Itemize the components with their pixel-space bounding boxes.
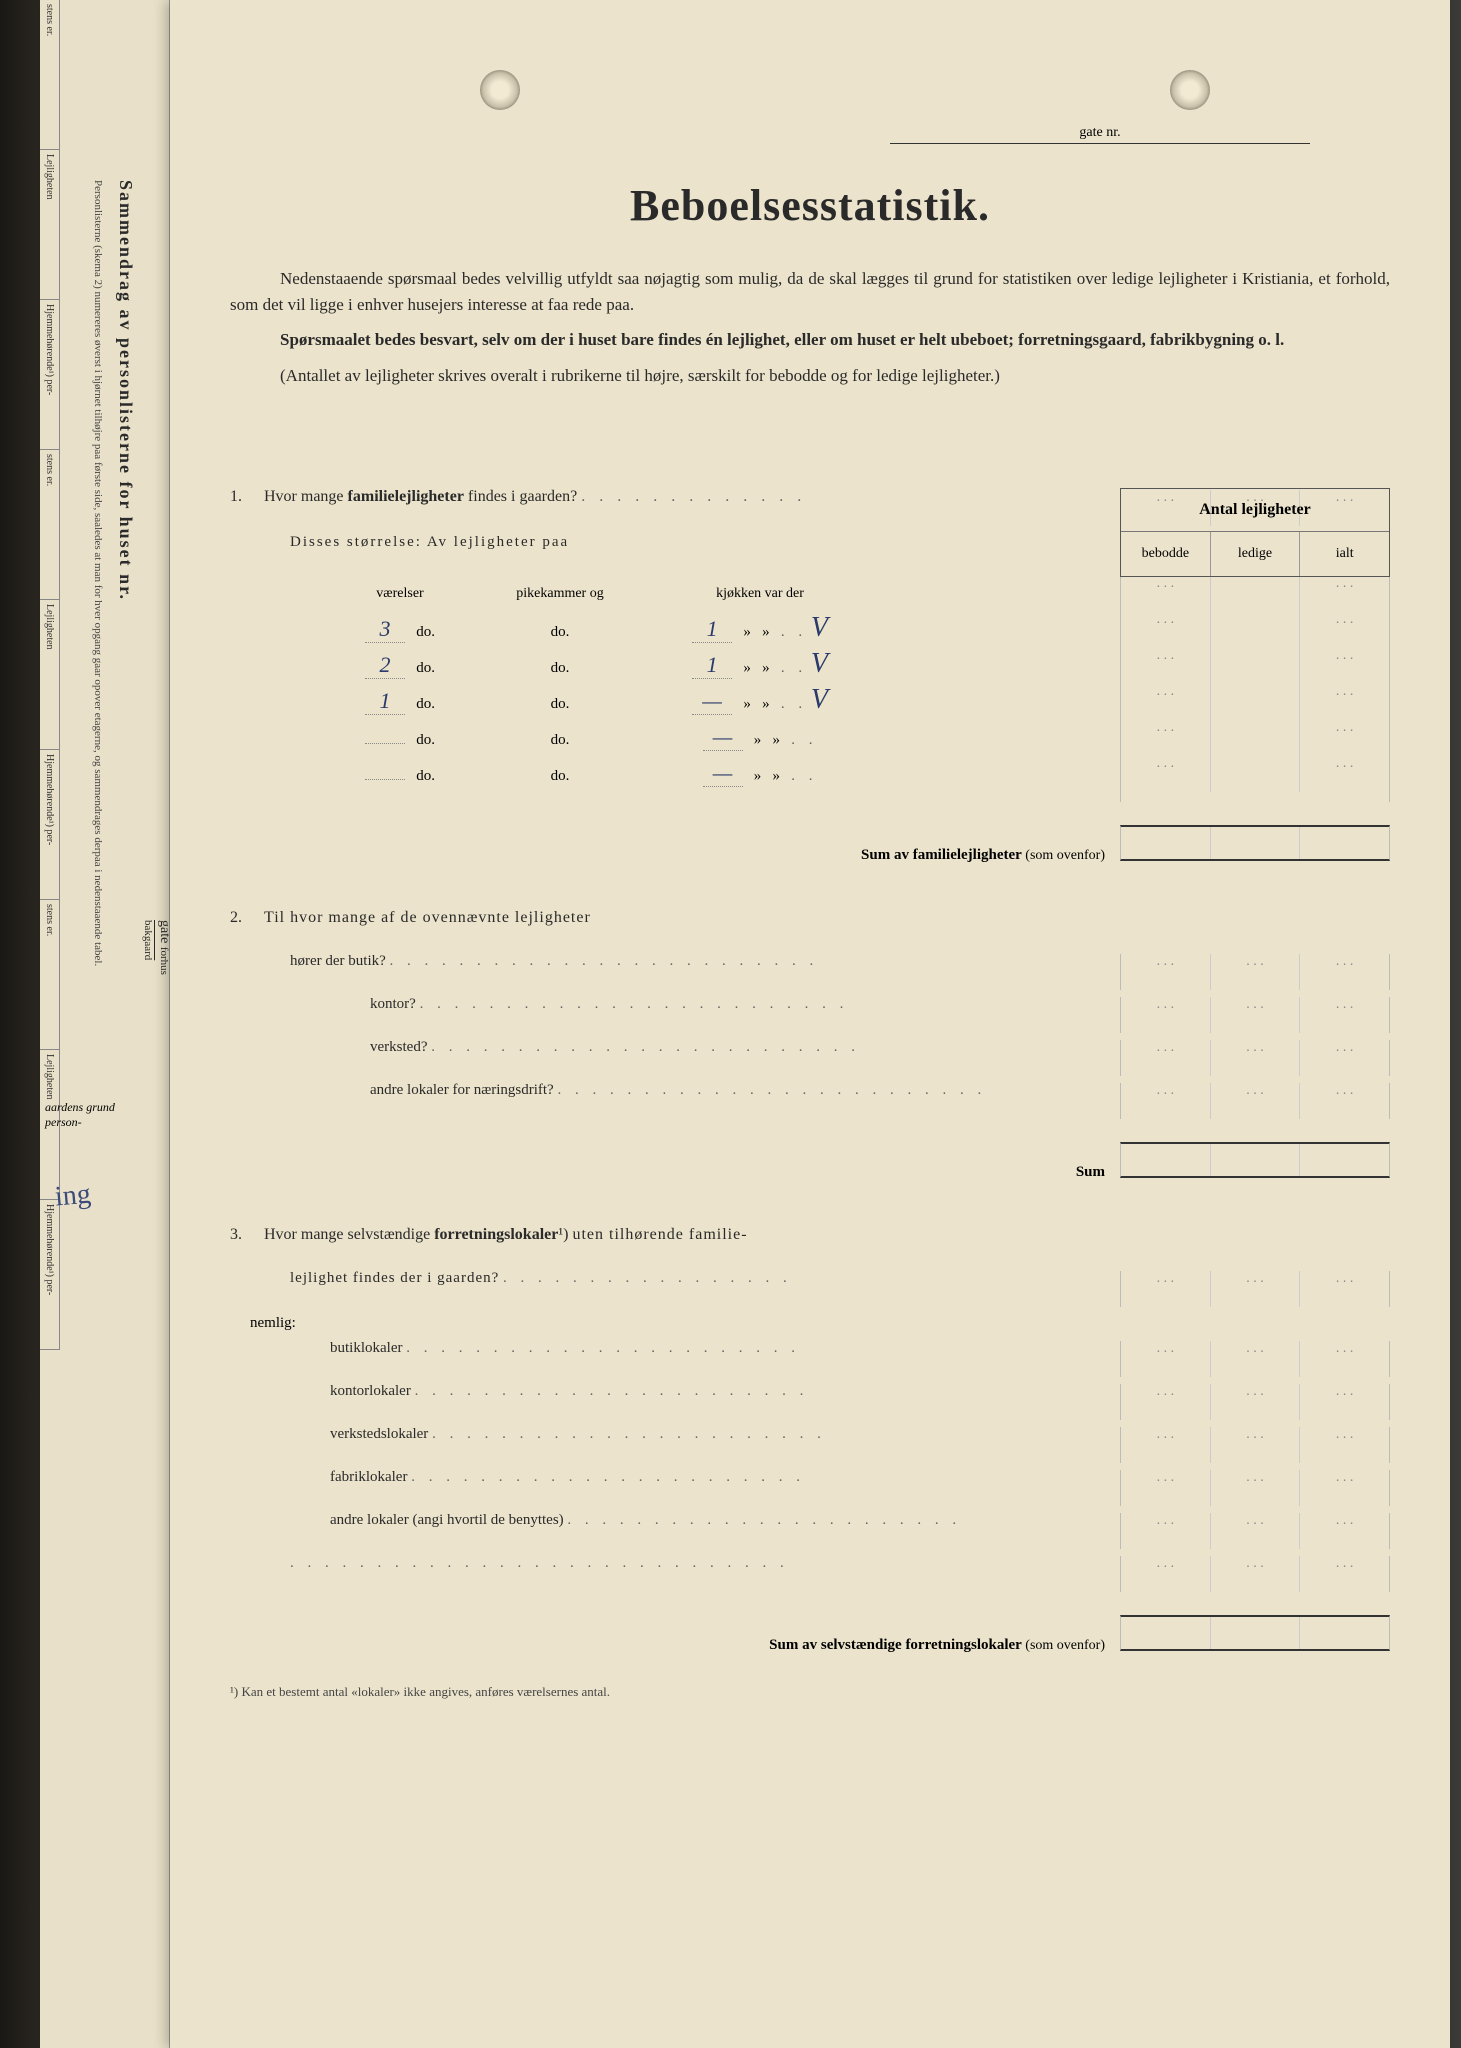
room-header-vaerelser: værelser	[330, 586, 470, 602]
column-headers: Antal lejligheter bebodde ledige ialt	[1120, 488, 1390, 577]
punch-hole-icon	[1170, 70, 1210, 110]
q3-sub-row: kontorlokaler . . . . . . . . . . . . . …	[230, 1383, 1390, 1420]
q2-sub-row: andre lokaler for næringsdrift? . . . . …	[230, 1082, 1390, 1119]
sum-cells	[1120, 825, 1390, 861]
room-row: do. do. — » » . .	[330, 720, 1120, 756]
room-size-table: værelser pikekammer og kjøkken var der 3…	[330, 586, 1120, 792]
column-header-ledige: ledige	[1211, 532, 1301, 576]
left-cell: Hjemmehørende¹) per-	[40, 300, 60, 450]
intro-paragraph-1: Nedenstaaende spørsmaal bedes velvillig …	[230, 266, 1390, 317]
q3-sub-row: fabriklokaler . . . . . . . . . . . . . …	[230, 1469, 1390, 1506]
punch-hole-icon	[480, 70, 520, 110]
question-2-text: 2. Til hvor mange af de ovennævnte lejli…	[230, 909, 1120, 927]
left-margin-cells: stens er. Lejligheten Hjemmehørende¹) pe…	[40, 0, 80, 2048]
value-cells: . . .. . .. . .	[1120, 1271, 1390, 1307]
sum-q2: Sum	[230, 1164, 1120, 1181]
question-3-text-b: lejlighet findes der i gaarden? . . . . …	[230, 1270, 1120, 1287]
vertical-gate-label: gate forhus bakgaard	[140, 920, 172, 975]
sum-cells	[1120, 1615, 1390, 1651]
page-title: Beboelsesstatistik.	[230, 180, 1390, 231]
q2-sub-row: kontor? . . . . . . . . . . . . . . . . …	[230, 996, 1390, 1033]
book-spine	[0, 0, 40, 2048]
intro-paragraph-3: (Antallet av lejligheter skrives overalt…	[230, 363, 1390, 389]
gate-number-field: gate nr.	[890, 125, 1310, 144]
left-cell: stens er.	[40, 450, 60, 600]
vertical-note: Personlisterne (skema 2) numereres øvers…	[92, 180, 104, 966]
grund-fragment: aardens grund person-	[45, 1100, 115, 1130]
room-row: 3 do. do. 1 » » . . V	[330, 612, 1120, 648]
left-page-fragment: stens er. Lejligheten Hjemmehørende¹) pe…	[40, 0, 170, 2048]
vertical-title: Sammendrag av personlisterne for huset n…	[115, 180, 136, 601]
q3-sub-row: butiklokaler . . . . . . . . . . . . . .…	[230, 1340, 1390, 1377]
main-document-page: gate nr. Beboelsesstatistik. Nedenstaaen…	[170, 0, 1450, 2048]
intro-paragraph-2: Spørsmaalet bedes besvart, selv om der i…	[230, 327, 1390, 353]
question-section-1: 1. Hvor mange familielejligheter findes …	[230, 488, 1390, 1654]
room-header-pikekammer: pikekammer og	[470, 586, 650, 602]
statistics-table: Antal lejligheter bebodde ledige ialt 1.…	[230, 488, 1390, 1654]
left-cell: Hjemmehørende¹) per-	[40, 1200, 60, 1350]
left-cell: Hjemmehørende¹) per-	[40, 750, 60, 900]
room-row: 2 do. do. 1 » » . . V	[330, 648, 1120, 684]
handwriting-fragment: ing	[54, 1179, 92, 1214]
q3-blank-row: . . . . . . . . . . . . . . . . . . . . …	[230, 1555, 1120, 1572]
left-cell: stens er.	[40, 0, 60, 150]
room-row: 1 do. do. — » » . . V	[330, 684, 1120, 720]
left-cell: Lejligheten	[40, 600, 60, 750]
q3-sub-row: andre lokaler (angi hvortil de benyttes)…	[230, 1512, 1390, 1549]
q2-sub-row: hører der butik? . . . . . . . . . . . .…	[230, 953, 1390, 990]
left-cell: Lejligheten	[40, 150, 60, 300]
column-header-bebodde: bebodde	[1121, 532, 1211, 576]
room-header-kjokken: kjøkken var der	[650, 586, 870, 602]
sum-familielejligheter: Sum av familielejligheter (som ovenfor)	[230, 847, 1120, 864]
q2-sub-row: verksted? . . . . . . . . . . . . . . . …	[230, 1039, 1390, 1076]
question-1-text: 1. Hvor mange familielejligheter findes …	[230, 488, 1120, 506]
sum-forretningslokaler: Sum av selvstændige forretningslokaler (…	[230, 1637, 1120, 1654]
column-header-main: Antal lejligheter	[1121, 489, 1389, 532]
room-row: do. do. — » » . .	[330, 756, 1120, 792]
column-header-ialt: ialt	[1300, 532, 1389, 576]
room-value-column: . . .. . . . . .. . . . . .. . . . . .. …	[1120, 576, 1390, 802]
question-3-text: 3. Hvor mange selvstændige forretningslo…	[230, 1226, 1120, 1244]
q3-sub-row: verkstedslokaler . . . . . . . . . . . .…	[230, 1426, 1390, 1463]
sum-cells	[1120, 1142, 1390, 1178]
footnote: ¹) Kan et bestemt antal «lokaler» ikke a…	[230, 1684, 1390, 1700]
left-cell: stens er.	[40, 900, 60, 1050]
nemlig-label: nemlig:	[230, 1315, 1390, 1332]
